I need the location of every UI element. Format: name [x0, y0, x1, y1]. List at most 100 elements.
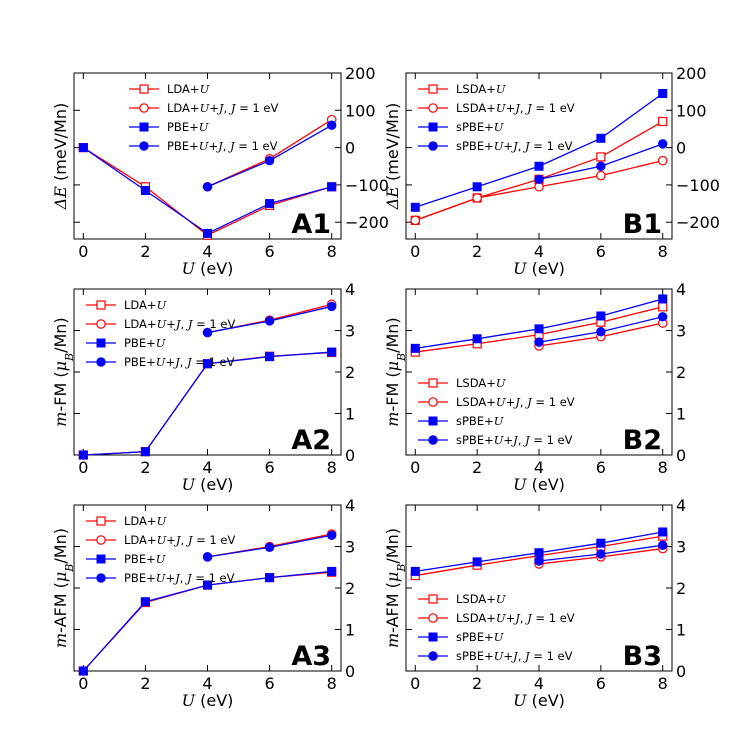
x-tick-label: 8: [658, 458, 668, 477]
legend-label: PBE+U: [124, 552, 166, 566]
legend-entry: sPBE+U: [418, 630, 504, 644]
legend-marker: [139, 84, 149, 94]
x-tick-label: 4: [534, 458, 544, 477]
x-tick-label: 6: [264, 242, 274, 261]
y-axis-label: ΔE (meV/Mn): [51, 103, 70, 211]
x-tick-label: 8: [658, 242, 668, 261]
legend-entry: LDA+U+J, J = 1 eV: [86, 317, 235, 331]
data-point: [658, 312, 668, 322]
legend-entry: LSDA+U+J, J = 1 eV: [418, 611, 575, 625]
data-point: [203, 359, 212, 369]
series-4: [202, 301, 337, 338]
legend: LDA+U LDA+U+J, J = 1 eV PBE+U PBE+U+J, J = …: [86, 298, 235, 369]
legend: LSDA+U LSDA+U+J, J = 1 eV sPBE+U sPBE+U+J, …: [418, 592, 575, 663]
legend-marker: [428, 103, 438, 113]
data-point: [658, 116, 668, 127]
data-point: [472, 557, 482, 567]
x-tick-label: 0: [78, 674, 88, 693]
panel-label: B3: [623, 641, 662, 672]
panel-label: A2: [291, 425, 331, 456]
data-point: [596, 161, 606, 171]
legend-label: LSDA+U+J, J = 1 eV: [456, 395, 575, 409]
data-point: [265, 573, 275, 583]
data-point: [534, 324, 544, 334]
x-axis-label: U (eV): [182, 259, 234, 278]
legend-label: PBE+U: [124, 336, 166, 350]
legend-marker: [96, 573, 106, 583]
legend-label: sPBE+U: [456, 414, 504, 428]
data-point: [658, 302, 668, 312]
data-point: [326, 301, 337, 312]
legend-label: sPBE+U: [456, 120, 504, 134]
x-tick-label: 4: [202, 242, 212, 261]
data-point: [472, 193, 482, 203]
series-3: [78, 566, 337, 676]
series-3: [78, 143, 337, 238]
data-point: [410, 566, 420, 576]
legend-label: LSDA+U: [456, 592, 506, 606]
data-point: [78, 666, 88, 676]
y-tick-label: 1: [676, 405, 686, 424]
data-point: [534, 337, 544, 347]
legend-marker: [428, 594, 438, 604]
legend-label: PBE+U+J, J = 1 eV: [124, 355, 235, 369]
y-tick-label: 3: [676, 538, 686, 557]
y-tick-label: 0: [345, 446, 355, 465]
legend-marker: [139, 122, 149, 132]
legend-entry: LDA+U+J, J = 1 eV: [86, 533, 235, 547]
data-point: [410, 215, 421, 226]
panel-label: B2: [623, 425, 662, 456]
legend-marker: [428, 122, 438, 132]
x-tick-label: 8: [327, 242, 337, 261]
data-point: [265, 199, 275, 209]
legend-entry: sPBE+U: [418, 120, 504, 134]
x-tick-label: 8: [658, 674, 668, 693]
data-point: [202, 552, 213, 562]
data-point: [596, 538, 606, 548]
legend-marker: [428, 84, 438, 94]
x-tick-label: 2: [472, 458, 482, 477]
y-axis-label: m-FM (μB/Mn): [383, 317, 408, 426]
series-3: [78, 347, 337, 460]
y-axis-label: m-FM (μB/Mn): [51, 317, 76, 426]
x-tick-label: 6: [264, 458, 274, 477]
panel-b1: 0 2 4 6 8 −200 −100 0 100 200 U (eV) ΔE (meV/Mn) LSD…: [383, 64, 720, 278]
y-axis-label: m-AFM (μB/Mn): [51, 528, 76, 648]
legend-entry: LSDA+U: [418, 376, 506, 390]
data-point: [140, 597, 150, 607]
data-point: [596, 170, 606, 181]
legend-entry: LDA+U: [86, 514, 167, 528]
x-tick-label: 0: [410, 458, 420, 477]
series-3: [410, 294, 668, 353]
y-tick-label: 4: [345, 496, 355, 515]
data-point: [78, 143, 88, 153]
data-point: [78, 450, 88, 460]
legend-entry: LSDA+U+J, J = 1 eV: [418, 395, 575, 409]
data-point: [472, 334, 482, 344]
panel-label: B1: [623, 209, 662, 240]
y-tick-label: 100: [345, 101, 376, 120]
data-point: [327, 182, 337, 192]
y-tick-label: 1: [345, 405, 355, 424]
y-tick-label: 3: [345, 322, 355, 341]
data-point: [140, 186, 150, 196]
legend-label: LSDA+U: [456, 82, 506, 96]
legend-marker: [96, 300, 106, 310]
data-point: [534, 548, 544, 558]
legend-marker: [139, 141, 149, 151]
x-axis-label: U (eV): [513, 259, 565, 278]
data-point: [410, 202, 420, 212]
x-tick-label: 0: [410, 242, 420, 261]
data-point: [596, 152, 606, 162]
legend-marker: [139, 103, 149, 113]
legend-label: LDA+U+J, J = 1 eV: [124, 533, 235, 547]
y-tick-label: 0: [676, 139, 686, 158]
legend-entry: sPBE+U+J, J = 1 eV: [418, 433, 573, 447]
x-tick-label: 4: [202, 674, 212, 693]
data-point: [534, 174, 544, 185]
x-tick-label: 2: [140, 674, 150, 693]
legend-entry: LSDA+U: [418, 592, 506, 606]
legend-entry: sPBE+U+J, J = 1 eV: [418, 649, 573, 663]
data-point: [658, 294, 668, 304]
data-point: [327, 347, 337, 357]
